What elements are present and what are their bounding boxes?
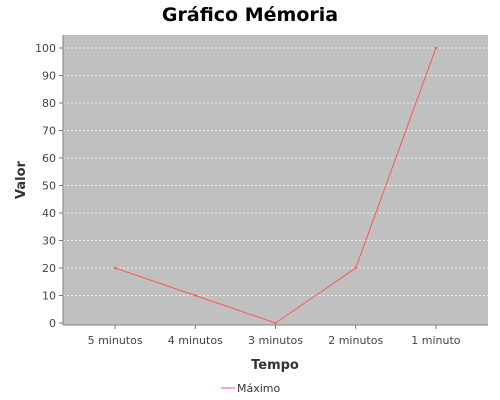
y-axis-label: Valor bbox=[14, 160, 29, 199]
data-point bbox=[354, 266, 357, 270]
y-tick-label: 30 bbox=[42, 235, 56, 248]
x-tick-label: 4 minutos bbox=[168, 334, 223, 347]
data-point bbox=[194, 294, 197, 297]
x-axis-label: Tempo bbox=[251, 358, 299, 373]
chart-title: Gráfico Mémoria bbox=[162, 4, 338, 26]
y-tick-label: 60 bbox=[42, 152, 56, 165]
y-tick-label: 20 bbox=[42, 262, 56, 275]
y-tick-label: 90 bbox=[42, 70, 56, 83]
series-group bbox=[113, 46, 438, 325]
x-tick-label: 5 minutos bbox=[88, 334, 143, 347]
gridlines bbox=[63, 47, 488, 296]
y-axis-ticks: 0 10 20 30 40 50 60 70 80 90 100 bbox=[35, 42, 63, 330]
y-tick-label: 10 bbox=[42, 290, 56, 303]
data-point bbox=[434, 46, 438, 50]
y-tick-label: 70 bbox=[42, 125, 56, 138]
x-tick-label: 3 minutos bbox=[248, 334, 303, 347]
y-tick-label: 100 bbox=[35, 42, 56, 55]
x-axis-ticks: 5 minutos 4 minutos 3 minutos 2 minutos 1 mi… bbox=[88, 325, 461, 347]
data-point bbox=[113, 266, 117, 270]
data-point bbox=[274, 321, 277, 325]
y-tick-label: 80 bbox=[42, 97, 56, 110]
plot-area bbox=[63, 35, 488, 325]
y-tick-label: 0 bbox=[49, 317, 56, 330]
legend: Máximo bbox=[221, 382, 281, 395]
x-tick-label: 1 minuto bbox=[411, 334, 461, 347]
legend-label: Máximo bbox=[237, 382, 281, 395]
y-tick-label: 40 bbox=[42, 207, 56, 220]
y-tick-label: 50 bbox=[42, 180, 56, 193]
x-tick-label: 2 minutos bbox=[328, 334, 383, 347]
